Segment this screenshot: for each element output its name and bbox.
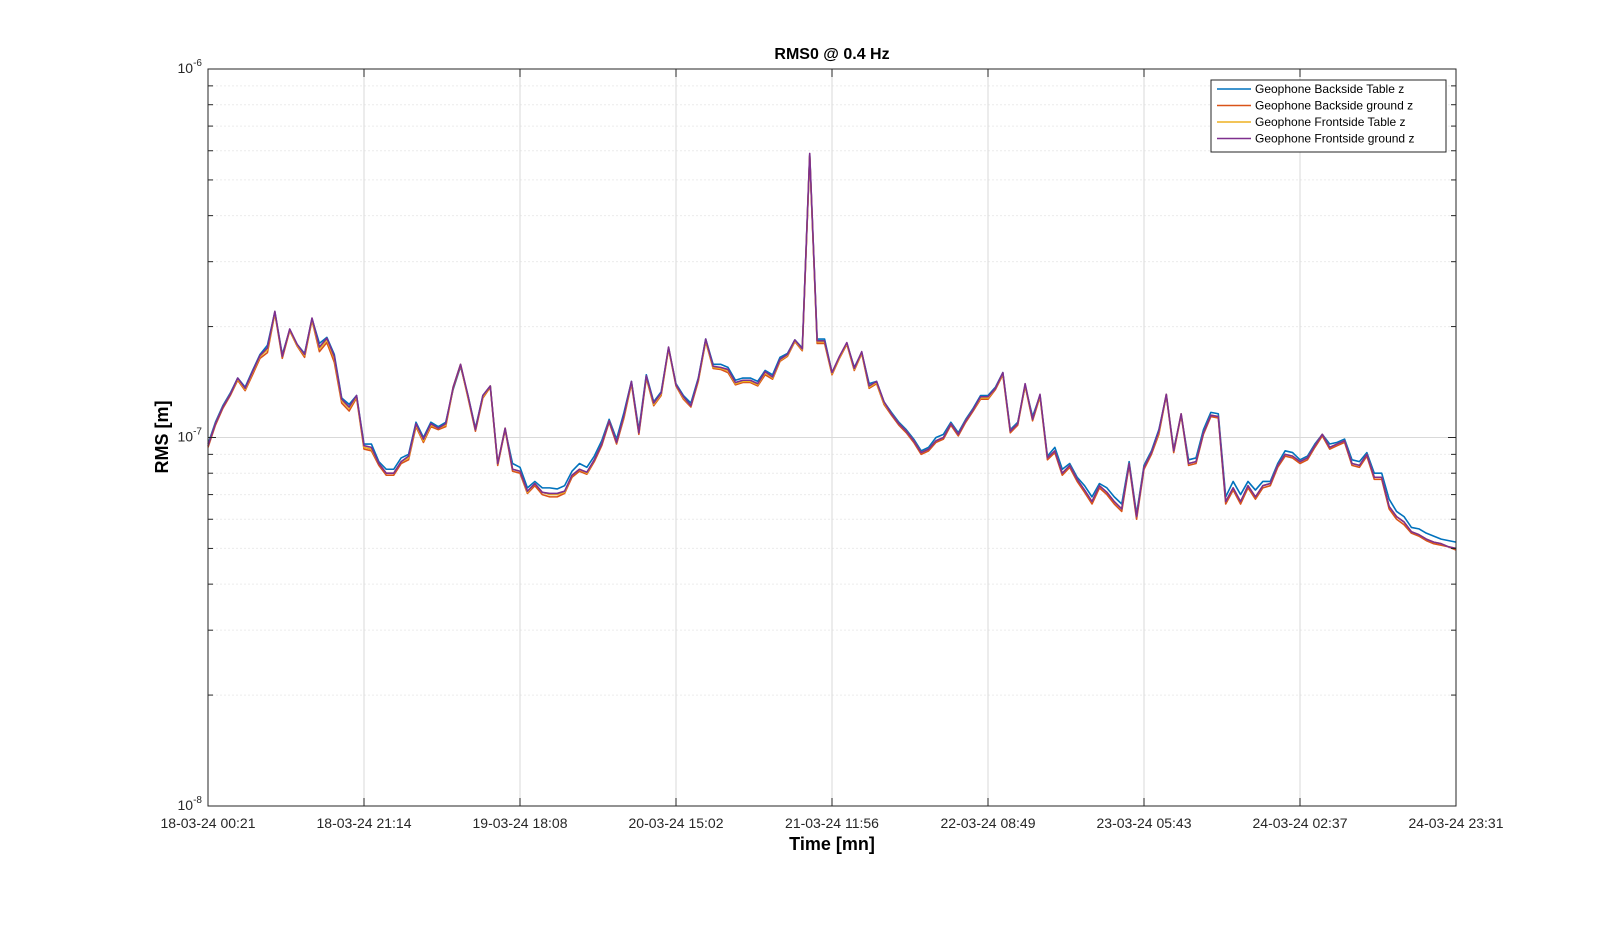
x-tick-label: 21-03-24 11:56 (785, 815, 879, 831)
x-tick-label: 19-03-24 18:08 (473, 815, 568, 831)
series-layer (207, 152, 1457, 551)
legend-entry-label: Geophone Frontside ground z (1255, 132, 1414, 146)
legend-box (1210, 79, 1447, 153)
x-tick-label: 18-03-24 21:14 (317, 815, 412, 831)
y-tick-label: 10-6 (178, 58, 203, 76)
y-tick-labels: 10-8 10-7 10-6 (178, 58, 203, 813)
y-axis-label: RMS [m] (152, 401, 172, 474)
axis-ticks (207, 69, 1457, 807)
x-tick-label: 24-03-24 23:31 (1409, 815, 1504, 831)
chart-title: RMS0 @ 0.4 Hz (774, 46, 889, 63)
x-tick-labels: 18-03-24 00:21 18-03-24 21:14 19-03-24 18:… (161, 815, 1504, 831)
y-tick-label: 10-7 (178, 427, 203, 445)
x-tick-label: 23-03-24 05:43 (1097, 815, 1192, 831)
x-tick-label: 24-03-24 02:37 (1253, 815, 1348, 831)
x-tick-label: 18-03-24 00:21 (161, 815, 256, 831)
y-tick-label: 10-8 (178, 795, 203, 813)
series-line-4 (207, 152, 1457, 550)
x-axis-label: Time [mn] (789, 834, 875, 854)
legend-entry-label: Geophone Frontside Table z (1255, 115, 1406, 129)
x-tick-label: 20-03-24 15:02 (629, 815, 724, 831)
legend: Geophone Backside Table z Geophone Backsi… (1210, 79, 1447, 153)
legend-entry-label: Geophone Backside ground z (1255, 99, 1413, 113)
x-tick-label: 22-03-24 08:49 (941, 815, 1036, 831)
legend-entry-label: Geophone Backside Table z (1255, 82, 1404, 96)
